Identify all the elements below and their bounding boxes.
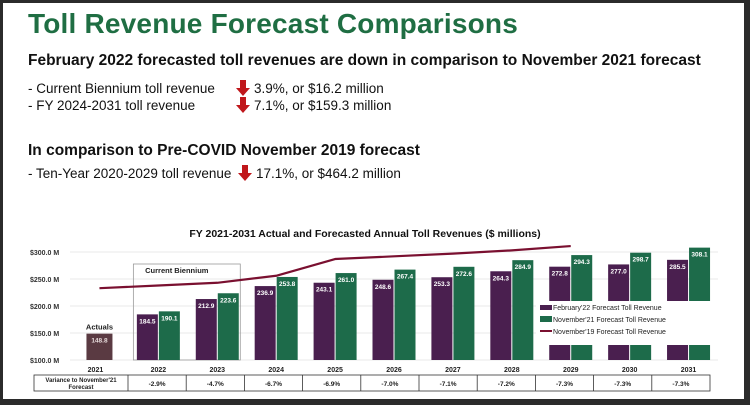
bar-feb22-2022	[136, 314, 158, 360]
bar-label: 253.8	[279, 281, 296, 288]
x-tick-label: 2031	[681, 367, 697, 374]
x-tick-label: 2021	[88, 367, 104, 374]
bar-label: 261.0	[338, 277, 355, 284]
bullet-ten-year-value: 17.1%, or $464.2 million	[238, 165, 401, 181]
y-tick-label: $100.0 M	[30, 358, 59, 365]
chart-title: FY 2021-2031 Actual and Forecasted Annua…	[189, 228, 540, 240]
bar-feb22-2025	[313, 282, 335, 360]
y-axis: $100.0 M $150.0 M $200.0 M $250.0 M $300.0 M	[30, 250, 59, 365]
variance-table-frame	[33, 374, 711, 392]
x-tick-label: 2023	[209, 367, 225, 374]
bullet-value-text: 7.1%, or $159.3 million	[254, 97, 392, 113]
bar-label: 148.8	[91, 338, 108, 345]
bar-label: 243.1	[316, 287, 333, 294]
bar-label: 272.8	[552, 271, 569, 278]
y-tick-label: $300.0 M	[30, 250, 59, 257]
legend-label-nov19: November'19 Forecast Toll Revenue	[553, 329, 666, 336]
variance-cell: -7.3%	[672, 381, 689, 388]
bar-actual-2021	[86, 333, 113, 360]
variance-row-label-line1: Variance to November'21	[45, 378, 117, 384]
variance-cell: -4.7%	[207, 381, 224, 388]
bar-nov21-2023	[217, 293, 239, 360]
section1-heading: February 2022 forecasted toll revenues a…	[28, 52, 701, 69]
bar-label: 285.5	[669, 264, 686, 271]
bullet-current-biennium-label: - Current Biennium toll revenue	[28, 81, 215, 96]
bar-label: 253.3	[434, 281, 451, 288]
variance-cell: -6.9%	[323, 381, 340, 388]
bar-feb22-2023	[195, 299, 217, 360]
nov19-forecast-line	[99, 244, 571, 290]
bar-label: 277.0	[610, 268, 627, 275]
bullet-fy-2024-2031-value: 7.1%, or $159.3 million	[236, 97, 391, 113]
bar-label: 212.9	[198, 303, 215, 310]
current-biennium-frame	[132, 263, 241, 361]
variance-row-label-line2: Forecast	[68, 385, 93, 391]
bullet-current-biennium-value: 3.9%, or $16.2 million	[236, 80, 384, 96]
x-tick-label: 2026	[386, 367, 402, 374]
legend-swatch-feb22	[540, 305, 552, 310]
bar-label: 264.3	[493, 275, 510, 282]
x-tick-label: 2022	[151, 367, 167, 374]
legend-background	[536, 301, 721, 345]
legend-label-feb22: February'22 Forecast Toll Revenue	[553, 305, 662, 312]
bar-label: 298.7	[632, 257, 649, 264]
bullet-ten-year-label: - Ten-Year 2020-2029 toll revenue	[28, 166, 232, 181]
bar-label: 308.1	[691, 252, 708, 259]
variance-cell: -7.1%	[440, 381, 457, 388]
nov19-line	[99, 244, 571, 290]
x-tick-label: 2028	[504, 367, 520, 374]
x-tick-label: 2025	[327, 367, 343, 374]
bar-label: 284.9	[515, 264, 532, 271]
bar-nov21-2027	[453, 266, 475, 360]
bullet-value-text: 17.1%, or $464.2 million	[256, 165, 401, 181]
slide-title: Toll Revenue Forecast Comparisons	[28, 8, 518, 39]
bar-label: 272.6	[456, 271, 473, 278]
y-tick-label: $200.0 M	[30, 304, 59, 311]
variance-cell: -7.2%	[498, 381, 515, 388]
bar-label: 190.1	[161, 315, 178, 322]
frame-bottom	[0, 399, 750, 405]
bar-label: 248.6	[375, 284, 392, 291]
bullet-value-text: 3.9%, or $16.2 million	[254, 80, 384, 96]
bar-nov21-2028	[512, 260, 534, 360]
down-arrow-icon	[238, 165, 252, 181]
down-arrow-icon	[236, 80, 250, 96]
bar-nov21-2025	[335, 273, 357, 360]
bar-feb22-2026	[372, 279, 394, 360]
variance-cell: -6.7%	[265, 381, 282, 388]
section2-heading: In comparison to Pre-COVID November 2019…	[28, 142, 420, 159]
current-biennium-label: Current Biennium	[145, 266, 209, 275]
y-tick-label: $150.0 M	[30, 331, 59, 338]
y-tick-label: $250.0 M	[30, 277, 59, 284]
x-tick-label: 2024	[268, 367, 284, 374]
variance-cell: -7.0%	[381, 381, 398, 388]
current-biennium-box: Current Biennium	[132, 263, 241, 361]
x-tick-label: 2029	[563, 367, 579, 374]
bullet-fy-2024-2031-label: - FY 2024-2031 toll revenue	[28, 98, 196, 113]
legend: February'22 Forecast Toll Revenue Novembe…	[536, 301, 721, 345]
bar-label: 267.4	[397, 274, 414, 281]
down-arrow-icon	[236, 97, 250, 113]
x-axis: 2021 2022 2023 2024 2025 2026 2027 2028 2029 2030…	[88, 367, 697, 374]
bar-label: 294.3	[574, 259, 591, 266]
bar-feb22-2027	[431, 277, 453, 360]
bar-feb22-2028	[490, 271, 512, 360]
bar-nov21-2026	[394, 269, 416, 360]
x-tick-label: 2027	[445, 367, 461, 374]
bar-nov21-2024	[276, 276, 298, 360]
x-tick-label: 2030	[622, 367, 638, 374]
variance-cell: -7.3%	[556, 381, 573, 388]
bar-label: 236.9	[257, 290, 274, 297]
actuals-annotation: Actuals	[86, 323, 113, 332]
bar-nov21-2022	[158, 311, 180, 360]
bar-label: 223.6	[220, 297, 237, 304]
legend-swatch-nov21	[540, 316, 552, 322]
variance-cell: -2.9%	[149, 381, 166, 388]
bar-label: 184.5	[139, 318, 156, 325]
legend-label-nov21: November'21 Forecast Toll Revenue	[553, 317, 666, 324]
bar-feb22-2024	[254, 286, 276, 360]
variance-cell: -7.3%	[614, 381, 631, 388]
